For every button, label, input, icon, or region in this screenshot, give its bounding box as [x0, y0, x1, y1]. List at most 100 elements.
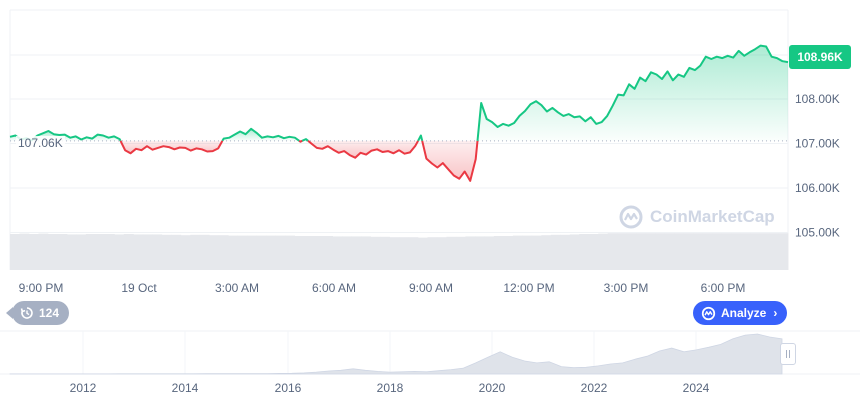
- volume-bar: [57, 234, 68, 270]
- reference-price-label: 107.06K: [16, 136, 65, 150]
- volume-bar: [285, 235, 296, 270]
- price-area-fills: [10, 45, 788, 181]
- x-tick-label: 9:00 PM: [19, 281, 64, 295]
- volume-bar: [560, 234, 571, 270]
- coinmarketcap-logo-icon: [619, 205, 643, 229]
- volume-bar: [294, 236, 305, 270]
- volume-bar: [740, 233, 751, 270]
- volume-bar: [569, 234, 580, 270]
- navigator-year-label: 2016: [275, 381, 302, 395]
- volume-bar: [446, 236, 457, 270]
- volume-bar: [28, 234, 39, 270]
- coinmarketcap-logo-icon: [701, 306, 716, 320]
- volume-bar: [579, 234, 590, 270]
- volume-bar: [484, 236, 495, 270]
- area-below-reference: [308, 140, 419, 158]
- volume-bar: [323, 236, 333, 270]
- volume-bar: [598, 233, 609, 270]
- volume-bar: [228, 235, 239, 270]
- volume-bar: [474, 236, 485, 270]
- volume-bar: [674, 233, 685, 270]
- navigator-year-labels: 2012 2014 2016 2018 2020 2022 2024: [70, 381, 710, 395]
- navigator-year-label: 2022: [581, 381, 608, 395]
- volume-bar: [275, 235, 286, 270]
- volume-bar: [209, 235, 220, 270]
- history-count: 124: [39, 306, 60, 320]
- volume-bar: [142, 234, 153, 270]
- volume-bar: [342, 236, 352, 270]
- range-navigator[interactable]: [0, 330, 860, 375]
- volume-bar: [712, 233, 722, 270]
- volume-bar: [123, 234, 134, 270]
- area-above-reference: [477, 45, 788, 141]
- volume-bar: [693, 233, 704, 270]
- volume-bar: [218, 235, 229, 270]
- volume-bar: [522, 235, 533, 270]
- x-tick-label: 3:00 AM: [215, 281, 259, 295]
- volume-bar: [493, 236, 504, 270]
- volume-bar: [759, 233, 770, 270]
- volume-bar: [664, 233, 675, 270]
- volume-bar: [617, 233, 628, 270]
- volume-bar: [19, 233, 30, 270]
- volume-bar: [655, 233, 666, 270]
- area-below-reference: [422, 140, 478, 181]
- volume-histogram: [10, 233, 789, 270]
- price-line-up: [221, 127, 300, 142]
- navigator-year-label: 2018: [377, 381, 404, 395]
- price-line-up: [301, 138, 309, 142]
- volume-bar: [133, 234, 144, 270]
- volume-bar: [76, 234, 87, 270]
- volume-bar: [417, 237, 428, 270]
- area-above-reference: [222, 128, 300, 141]
- x-tick-label: 19 Oct: [121, 281, 157, 295]
- volume-bar: [427, 237, 438, 270]
- y-tick-label: 108.00K: [795, 92, 840, 106]
- volume-bar: [161, 234, 172, 270]
- volume-bar: [38, 233, 49, 270]
- volume-bar: [332, 236, 343, 270]
- volume-bar: [683, 233, 694, 270]
- navigator-year-label: 2014: [172, 381, 199, 395]
- volume-bar: [503, 236, 514, 270]
- volume-bar: [152, 234, 163, 270]
- volume-bar: [769, 233, 779, 270]
- navigator-year-label: 2020: [479, 381, 506, 395]
- volume-bar: [370, 236, 381, 270]
- volume-bar: [550, 234, 561, 270]
- analyze-button[interactable]: Analyze ›: [693, 301, 788, 325]
- volume-bar: [455, 236, 466, 270]
- volume-bar: [47, 234, 58, 270]
- volume-bar: [626, 233, 637, 270]
- volume-bar: [256, 235, 267, 270]
- volume-bar: [313, 236, 324, 270]
- volume-bar: [750, 233, 760, 270]
- volume-bar: [778, 233, 789, 270]
- price-line-up: [476, 44, 789, 141]
- x-tick-label: 12:00 PM: [503, 281, 554, 295]
- volume-bar: [645, 233, 656, 270]
- history-marker-badge[interactable]: 124: [5, 301, 70, 325]
- volume-bar: [389, 237, 400, 270]
- x-tick-label: 6:00 PM: [701, 281, 746, 295]
- volume-bar: [541, 235, 552, 270]
- volume-bar: [266, 235, 277, 270]
- volume-bar: [171, 234, 182, 270]
- volume-bar: [237, 235, 248, 270]
- volume-bar: [10, 234, 20, 270]
- volume-bar: [408, 237, 419, 270]
- volume-bar: [190, 234, 201, 270]
- navigator-drag-handle[interactable]: [780, 343, 796, 365]
- volume-bar: [702, 233, 713, 270]
- volume-bar: [512, 235, 523, 270]
- y-tick-label: 107.00K: [795, 137, 840, 151]
- analyze-label: Analyze: [721, 306, 767, 320]
- volume-bar: [721, 233, 732, 270]
- volume-bar: [436, 237, 447, 270]
- volume-bar: [304, 236, 315, 270]
- price-line-down: [298, 139, 303, 143]
- current-price-tag: 108.96K: [789, 45, 851, 69]
- volume-bar: [85, 234, 96, 270]
- coinmarketcap-watermark: CoinMarketCap: [618, 203, 775, 231]
